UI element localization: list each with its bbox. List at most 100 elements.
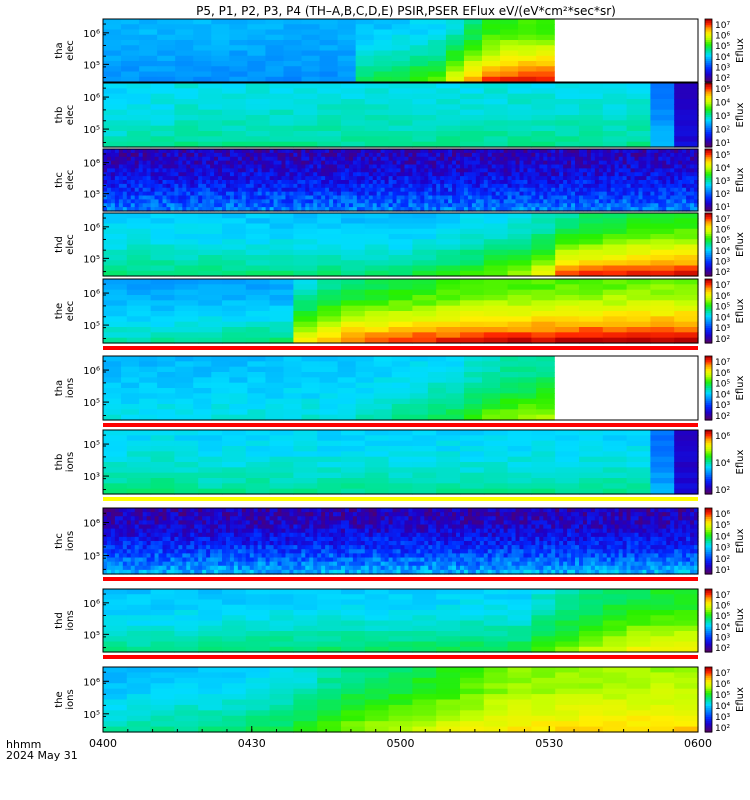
spectrogram-cell <box>463 377 483 384</box>
spectrogram-cell <box>162 549 168 554</box>
spectrogram-cell <box>388 260 413 267</box>
spectrogram-cell <box>341 289 366 296</box>
spectrogram-cell <box>154 512 160 517</box>
spectrogram-cell <box>356 164 362 169</box>
spectrogram-cell <box>174 467 199 474</box>
spectrogram-cell <box>456 195 461 200</box>
spectrogram-cell <box>265 372 285 378</box>
spectrogram-cell <box>162 199 168 204</box>
colorbar-swatch <box>705 388 712 391</box>
spectrogram-cell <box>602 218 628 225</box>
spectrogram-cell <box>257 199 263 204</box>
spectrogram-cell <box>614 149 620 154</box>
spectrogram-cell <box>388 451 413 458</box>
spectrogram-cell <box>555 300 580 307</box>
spectrogram-cell <box>341 488 366 495</box>
spectrogram-cell <box>409 409 429 416</box>
spectrogram-cell <box>364 160 370 166</box>
spectrogram-cell <box>138 557 144 563</box>
spectrogram-cell <box>170 176 175 181</box>
spectrogram-cell <box>606 164 612 169</box>
colorbar-tick-label: 10⁵ <box>715 380 730 390</box>
spectrogram-cell <box>126 270 152 277</box>
spectrogram-cell <box>388 478 413 484</box>
spectrogram-cell <box>114 541 120 546</box>
spectrogram-cell <box>245 120 271 127</box>
spectrogram-cell <box>463 156 469 162</box>
spectrogram-cell <box>321 195 326 200</box>
spectrogram-cell <box>364 131 390 137</box>
spectrogram-cell <box>198 156 203 162</box>
spectrogram-cell <box>674 172 679 177</box>
spectrogram-cell <box>333 152 338 158</box>
spectrogram-cell <box>269 244 294 251</box>
spectrogram-cell <box>364 244 390 251</box>
spectrogram-cell <box>126 191 132 197</box>
spectrogram-cell <box>139 356 158 362</box>
spectrogram-cell <box>150 199 156 204</box>
spectrogram-cell <box>126 176 132 181</box>
spectrogram-cell <box>364 203 370 208</box>
spectrogram-cell <box>198 270 223 277</box>
spectrogram-cell <box>134 565 140 571</box>
spectrogram-cell <box>190 557 195 563</box>
spectrogram-cell <box>348 195 354 200</box>
spectrogram-cell <box>253 203 259 208</box>
spectrogram-cell <box>237 164 243 169</box>
spectrogram-cell <box>654 207 659 212</box>
spectrogram-cell <box>198 168 203 173</box>
spectrogram-cell <box>427 71 447 78</box>
spectrogram-cell <box>150 430 175 436</box>
spectrogram-cell <box>277 152 283 158</box>
spectrogram-cell <box>293 270 318 277</box>
colorbar-swatch <box>705 415 712 419</box>
colorbar-swatch <box>705 215 712 218</box>
spectrogram-cell <box>114 191 120 197</box>
spectrogram-cell <box>175 55 194 62</box>
spectrogram-cell <box>475 191 481 197</box>
spectrogram-cell <box>674 260 699 267</box>
spectrogram-cell <box>317 337 342 344</box>
spectrogram-cell <box>245 156 251 162</box>
spectrogram-cell <box>536 55 555 62</box>
spectrogram-cell <box>646 183 651 189</box>
spectrogram-cell <box>233 149 239 154</box>
spectrogram-cell <box>555 88 580 95</box>
spectrogram-cell <box>293 88 318 95</box>
spectrogram-cell <box>348 176 354 181</box>
spectrogram-cell <box>404 183 410 189</box>
spectrogram-cell <box>139 393 158 400</box>
spectrogram-cell <box>460 156 465 162</box>
spectrogram-cell <box>626 83 651 89</box>
spectrogram-cell <box>579 183 584 189</box>
spectrogram-cell <box>277 156 283 162</box>
spectrogram-cell <box>126 327 152 333</box>
spectrogram-cell <box>428 172 433 177</box>
spectrogram-cell <box>487 203 493 208</box>
spectrogram-cell <box>372 172 378 177</box>
spectrogram-cell <box>463 71 483 78</box>
spectrogram-cell <box>674 270 699 277</box>
spectrogram-cell <box>222 337 247 344</box>
spectrogram-cell <box>579 131 604 137</box>
spectrogram-cell <box>157 29 176 36</box>
spectrogram-cell <box>222 176 227 181</box>
spectrogram-cell <box>491 195 497 200</box>
spectrogram-cell <box>432 180 437 185</box>
spectrogram-cell <box>317 207 322 212</box>
spectrogram-cell <box>674 430 699 436</box>
spectrogram-cell <box>420 160 425 166</box>
spectrogram-cell <box>174 451 199 458</box>
spectrogram-cell <box>436 160 441 166</box>
spectrogram-cell <box>317 472 342 479</box>
spectrogram-cell <box>678 152 683 158</box>
spectrogram-cell <box>285 207 291 212</box>
spectrogram-cell <box>198 295 223 301</box>
panel-frame <box>102 148 699 212</box>
spectrogram-cell <box>198 260 223 267</box>
spectrogram-cell <box>103 284 128 291</box>
spectrogram-cell <box>392 168 398 173</box>
spectrogram-cell <box>229 55 248 62</box>
colorbar-label: Eflux <box>735 449 746 474</box>
